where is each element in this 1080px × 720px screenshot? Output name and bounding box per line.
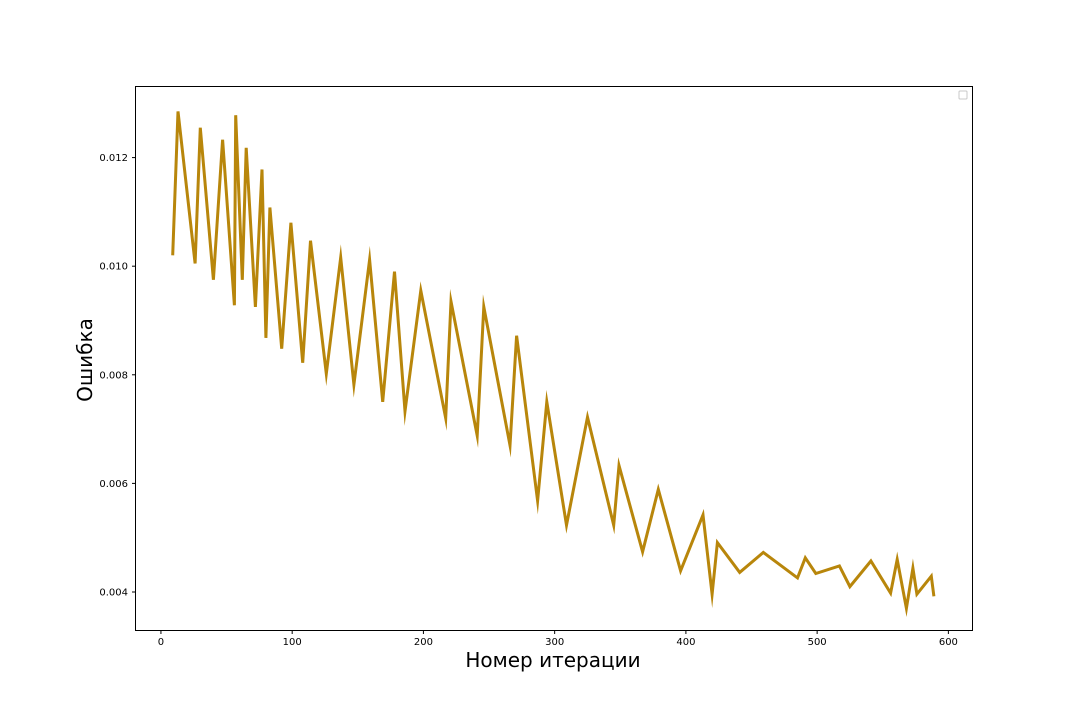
x-axis-label: Номер итерации [465,648,640,672]
plot-frame [135,86,973,631]
y-tick-label: 0.012 [99,153,128,164]
x-tick-label: 100 [283,637,302,648]
plot-area [171,111,936,618]
series-line-0 [171,111,936,618]
y-tick-label: 0.004 [99,587,128,598]
y-tick-label: 0.006 [99,479,128,490]
x-tick-label: 300 [545,637,564,648]
y-axis: 0.004 0.006 0.008 0.010 0.012 [99,153,136,598]
y-tick-label: 0.010 [99,262,128,273]
y-axis-label: Ошибка [73,318,97,402]
y-tick-label: 0.008 [99,370,128,381]
x-tick-label: 400 [676,637,695,648]
x-axis: 0 100 200 300 400 500 600 [158,630,958,648]
x-tick-label: 200 [414,637,433,648]
x-tick-label: 0 [158,637,164,648]
x-tick-label: 500 [808,637,827,648]
x-tick-label: 600 [939,637,958,648]
legend-box [958,90,968,100]
